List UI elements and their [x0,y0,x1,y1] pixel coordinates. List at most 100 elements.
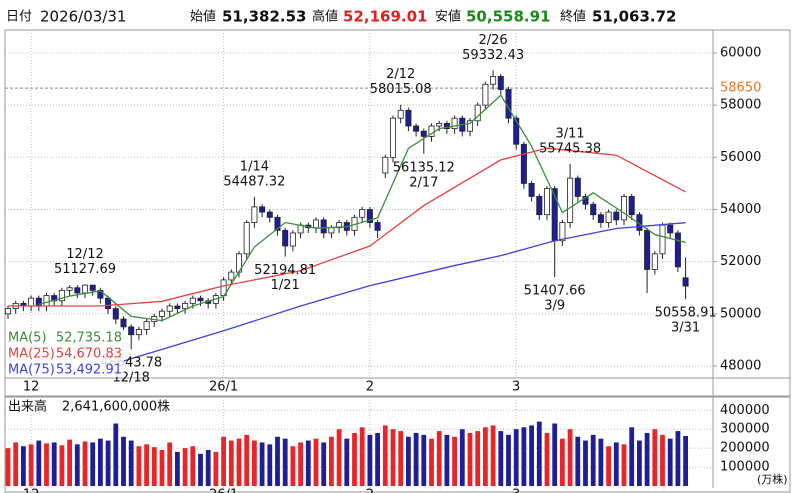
candle-body [128,326,135,336]
candle-body [43,295,50,307]
volume-bar [136,446,142,486]
volume-bar [367,434,373,486]
volume-bar [159,450,165,486]
candle-body [259,206,266,213]
volume-bar [413,432,419,486]
annotation-date: 2/26 [478,33,507,48]
volume-bar [621,444,627,486]
volume-panel [4,396,791,493]
candle-body [474,104,481,122]
candle-body [359,209,366,218]
date-strip [4,377,791,397]
low-label: 安値 [435,9,461,25]
annotation-value: 58015.08 [370,82,432,97]
volume-bar [121,436,126,486]
volume-bar [675,431,681,486]
volume-bar [513,429,519,486]
candle-body [228,271,235,281]
candle-body [158,310,165,317]
volume-bar [36,440,42,486]
y-tick-label: 50000 [720,306,761,321]
annotation-value: 59332.43 [462,48,524,63]
candle-body [289,232,296,247]
candle-body [58,289,65,302]
volume-bar [452,436,457,486]
candle-body [682,277,689,287]
volume-bar [436,431,442,486]
annotation-date: 12/12 [66,247,103,262]
close-label: 終値 [560,9,586,25]
volume-bar [252,440,257,486]
legend-name: MA(75) [8,363,55,378]
volume-bar [390,429,396,486]
y-tick-label: 52000 [720,254,761,269]
candle-body [597,214,604,223]
volume-bar [644,432,650,486]
date-label: 日付 [6,10,32,25]
ma-line [123,222,686,362]
volume-bar [282,438,288,486]
candle-body [536,196,543,216]
volume-bar [59,445,65,486]
candle-body [659,224,666,255]
candle-body [582,196,589,205]
annotation-value: 56135.12 [393,160,455,175]
volume-bar [490,425,496,486]
y-tick-label: 400000 [720,403,770,418]
volume-bar [28,444,34,486]
volume-bar [567,429,573,486]
volume-bar [536,421,542,486]
x-tick-label: 2 [366,488,374,493]
high-value: 52,169.01 [343,8,427,26]
candle-body [674,232,681,268]
ma-line [8,147,686,307]
volume-bar [236,438,242,486]
candle-body [520,143,527,184]
y-tick-label: 60000 [720,45,761,60]
annotation-value: 51127.69 [54,262,116,277]
candle-body [621,196,628,221]
high-label: 高値 [312,9,338,25]
candle-body [559,222,566,242]
candle-body [513,117,520,145]
ma-line [38,94,686,322]
candle-body [628,196,635,216]
volume-unit: (万株) [757,472,788,486]
date: 2026/03/31 [40,8,126,26]
y-tick-label: 200000 [720,441,770,456]
legend-value: 54,670.83 [56,347,122,362]
volume-bar [429,438,434,486]
candle-body [413,125,420,132]
candle-body [112,308,119,320]
y-tick-label: 56000 [720,150,761,165]
volume-bar [51,442,57,486]
volume-bar [167,442,173,486]
volume-bar [290,446,296,486]
close-value: 51,063.72 [592,8,676,26]
candle-body [243,222,250,255]
volume-bar [144,444,149,486]
annotation-date: 3/11 [555,126,584,141]
volume-bar [637,440,642,486]
volume-bar [444,434,450,486]
volume-bar [213,451,219,486]
candle-body [443,122,450,130]
volume-bar [259,442,265,486]
volume-bar [329,436,334,486]
volume-bar [298,442,303,486]
candle-body [644,229,651,270]
volume-bar [221,436,226,486]
candle-body [405,109,412,127]
candle-body [135,329,142,336]
candle-body [274,216,281,231]
candle-body [197,297,204,302]
volume-bar [5,448,11,486]
candle-body [336,222,343,229]
legend-name: MA(5) [8,331,47,346]
candle-body [328,227,335,234]
y-tick-label: 100000 [720,460,770,475]
volume-bar [521,427,527,486]
volume-bar [44,443,49,486]
candle-body [482,83,489,106]
candle-body [320,219,327,234]
